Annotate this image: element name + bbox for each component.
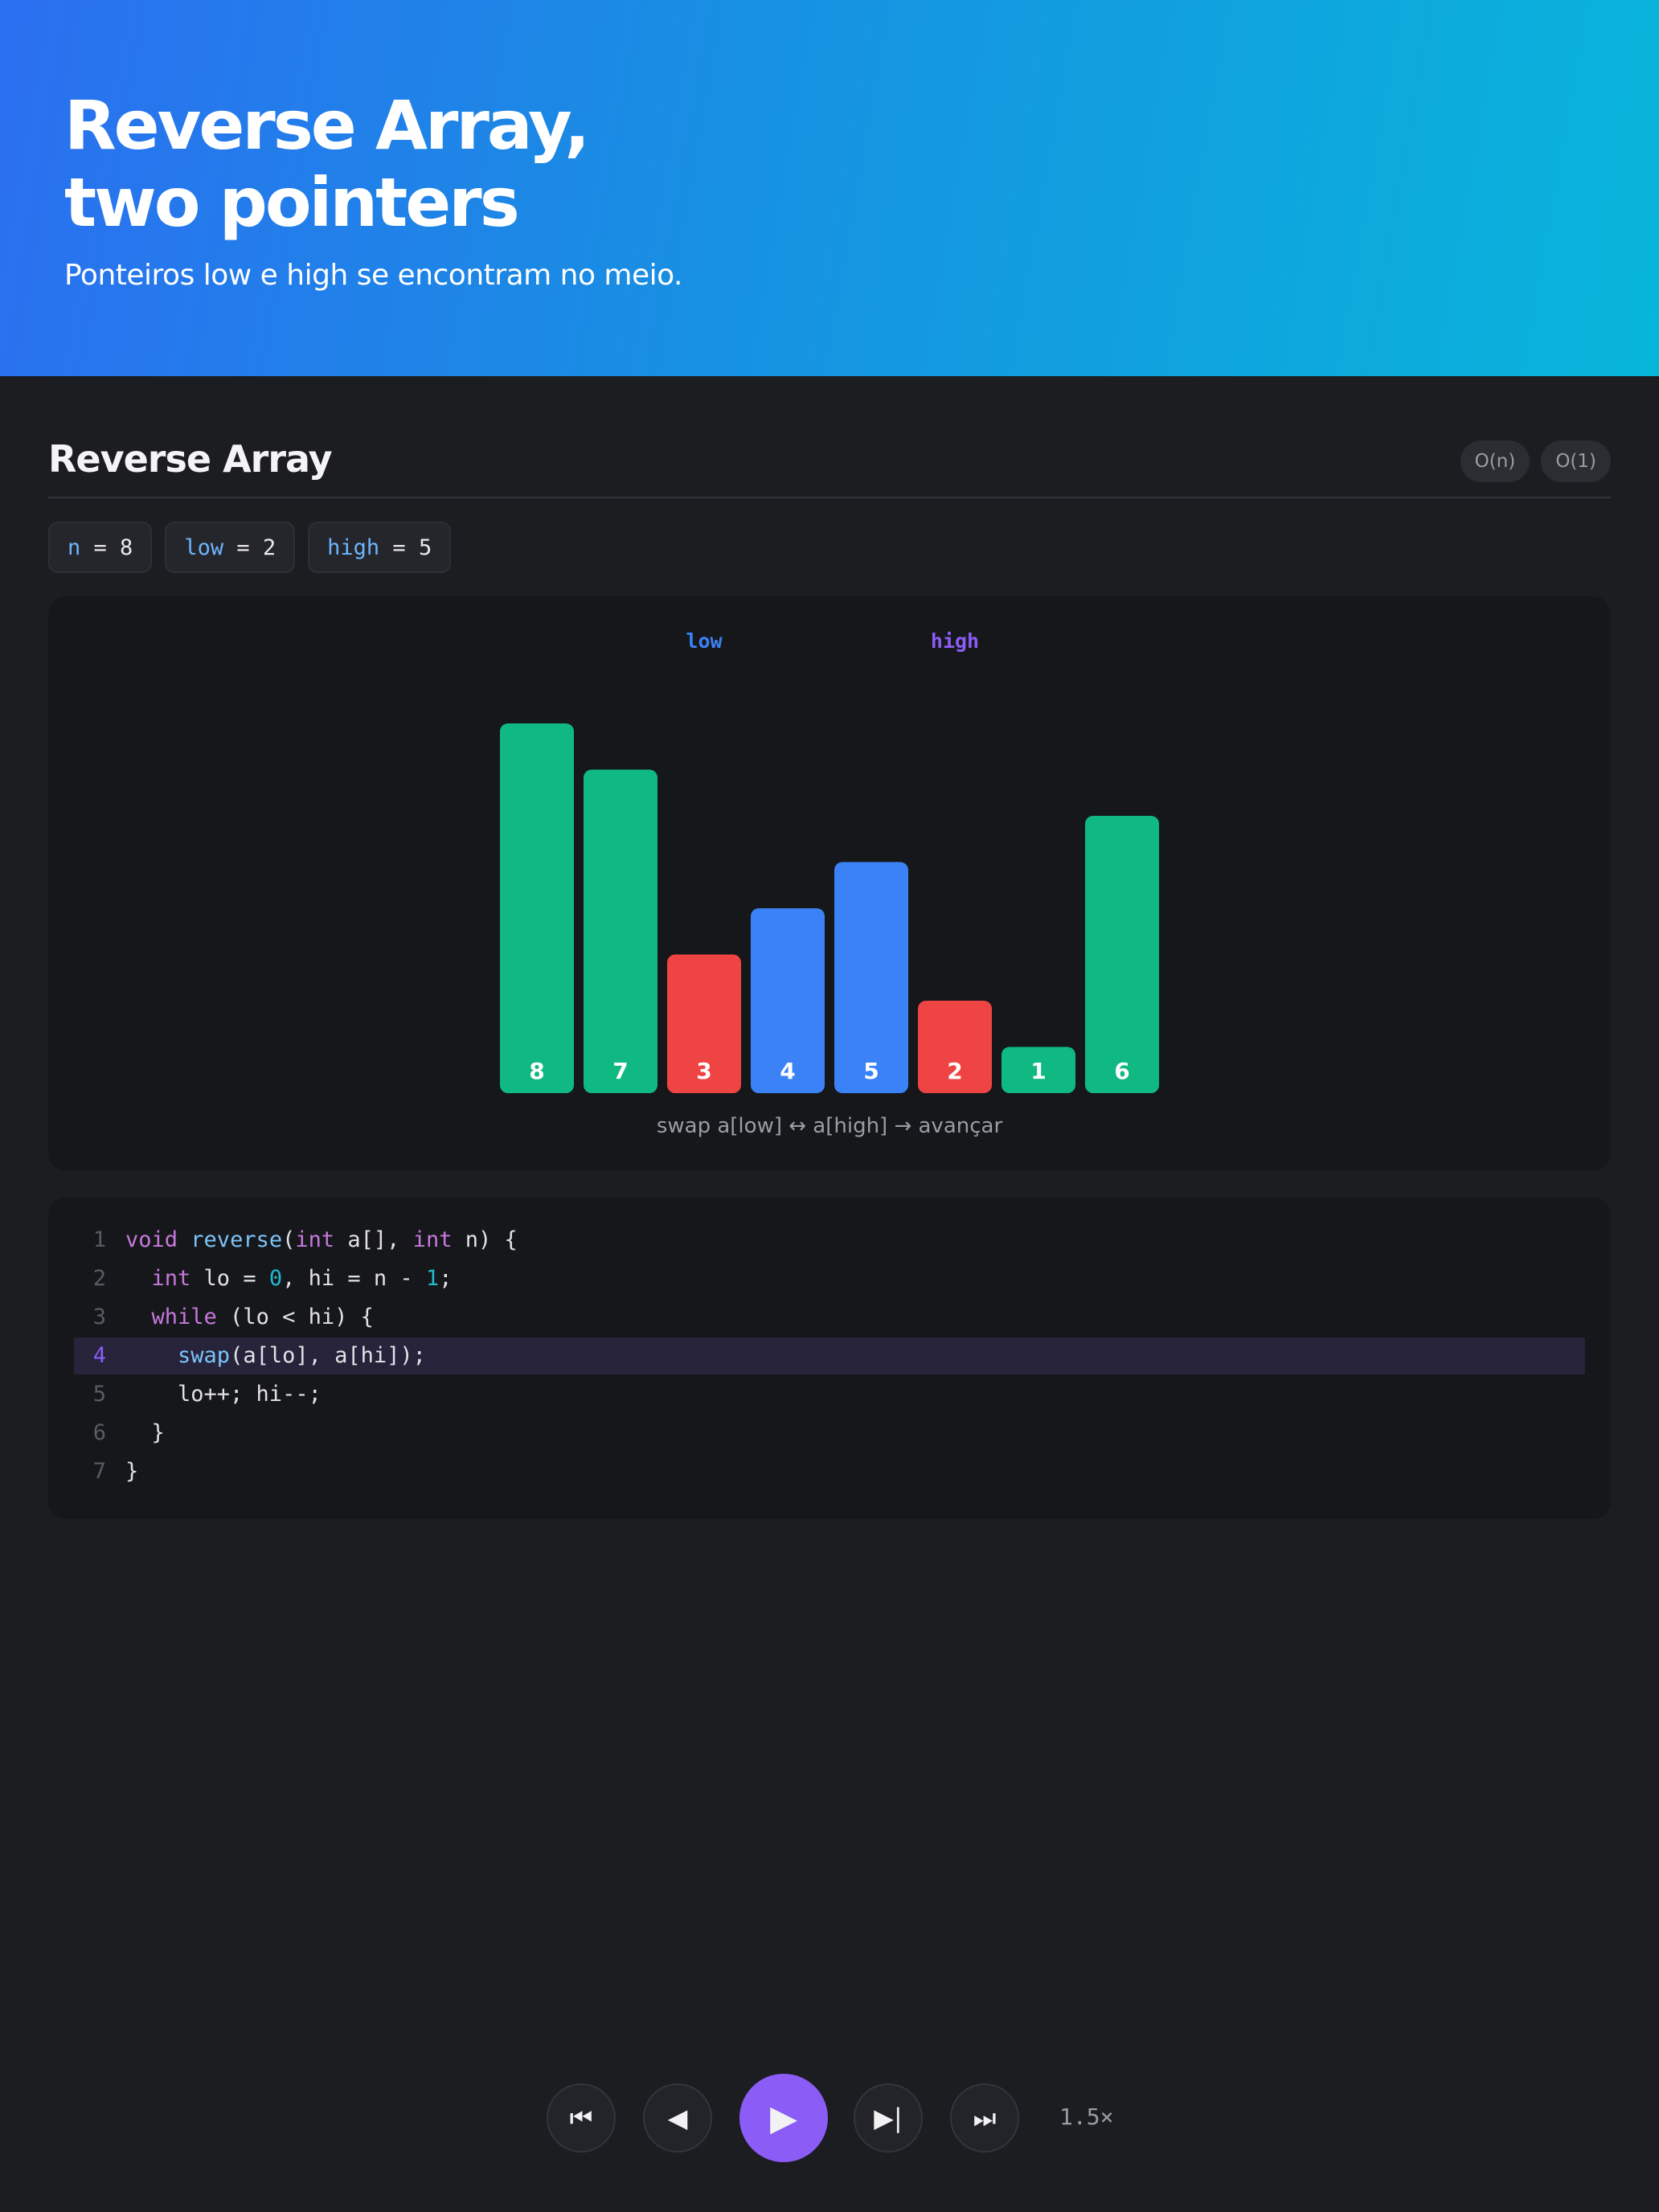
play-icon: ▶ — [770, 2097, 797, 2139]
next-step-icon: ▶| — [874, 2103, 903, 2133]
hero-title-line-2: two pointers — [64, 163, 520, 242]
var-value: 2 — [262, 535, 276, 560]
next-step-button[interactable]: ▶| — [854, 2083, 923, 2153]
complexity-badges: O(n) O(1) — [1460, 440, 1611, 482]
var-value: 5 — [418, 535, 432, 560]
array-bar — [667, 954, 741, 1093]
code-token: swap — [178, 1343, 231, 1368]
var-chip-low: low = 2 — [165, 522, 296, 573]
first-step-button[interactable]: ⏮ — [547, 2083, 616, 2153]
code-token — [125, 1343, 178, 1368]
step-caption: swap a[low] ↔ a[high] → avançar — [656, 1114, 1003, 1138]
code-line: 6 } — [74, 1415, 1585, 1452]
bar-chart: 8 7 3 4 5 2 1 6 low high — [500, 629, 1159, 1093]
code-token: n) { — [452, 1227, 518, 1252]
array-visualization: 8 7 3 4 5 2 1 6 low high swap a[low] ↔ a[high] → … — [48, 596, 1611, 1170]
var-chip-n: n = 8 — [48, 522, 153, 573]
first-step-icon: ⏮ — [569, 2102, 593, 2133]
array-bar — [751, 908, 825, 1093]
code-token: ( — [282, 1227, 296, 1252]
code-token: ; — [439, 1266, 453, 1291]
variable-chips: n = 8 low = 2 high = 5 — [48, 522, 452, 573]
bar-value-label: 2 — [947, 1058, 962, 1084]
var-name: high — [327, 535, 380, 560]
bar-value-label: 8 — [529, 1058, 544, 1084]
array-bar — [1085, 816, 1159, 1093]
code-token: a[], — [334, 1227, 413, 1252]
array-bar — [1002, 1047, 1075, 1093]
prev-step-button[interactable]: ◀ — [643, 2083, 712, 2153]
code-token: 1 — [425, 1266, 440, 1291]
code-token: int — [151, 1266, 191, 1291]
code-token: lo++; hi--; — [125, 1382, 322, 1407]
line-number: 3 — [92, 1305, 106, 1329]
line-number: 2 — [92, 1266, 106, 1291]
pointer-label-high: high — [931, 629, 979, 653]
time-complexity-badge: O(n) — [1460, 440, 1530, 482]
code-token: (a[lo], a[hi]); — [230, 1343, 426, 1368]
array-bar — [584, 769, 657, 1093]
space-complexity-badge: O(1) — [1541, 440, 1611, 482]
code-token: , hi = n - — [282, 1266, 426, 1291]
code-token: while — [151, 1305, 217, 1329]
bar-value-label: 1 — [1030, 1058, 1046, 1084]
code-line: 7} — [74, 1453, 1585, 1490]
code-token: (lo < hi) { — [216, 1305, 374, 1329]
code-token: void — [125, 1227, 178, 1252]
code-line: 4 swap(a[lo], a[hi]); — [74, 1337, 1585, 1374]
bar-value-label: 6 — [1114, 1058, 1129, 1084]
array-bar — [500, 723, 574, 1093]
code-token: reverse — [190, 1227, 283, 1252]
array-bar — [918, 1001, 992, 1093]
pointer-label-low: low — [686, 629, 723, 653]
code-line: 1 void reverse(int a[], int n) { — [74, 1222, 1585, 1259]
code-token — [125, 1305, 152, 1329]
speed-indicator[interactable]: 1.5× — [1059, 2103, 1114, 2130]
line-number: 6 — [92, 1420, 106, 1445]
last-step-icon: ⏭ — [973, 2102, 997, 2133]
bar-value-label: 3 — [696, 1058, 711, 1084]
hero-title-line-1: Reverse Array, — [64, 86, 590, 165]
code-line: 2 int lo = 0, hi = n - 1; — [74, 1260, 1585, 1297]
code-token — [125, 1266, 152, 1291]
playback-controls: 1.5× ⏮ ◀ ▶ ▶| ⏭ — [0, 2074, 1659, 2162]
hero-title: Reverse Array, two pointers — [64, 86, 590, 242]
code-token: } — [125, 1459, 139, 1484]
hero-banner: Reverse Array, two pointers Ponteiros lo… — [0, 0, 1659, 376]
code-line: 5 lo++; hi--; — [74, 1376, 1585, 1413]
last-step-button[interactable]: ⏭ — [950, 2083, 1019, 2153]
var-value: 8 — [120, 535, 133, 560]
var-name: low — [184, 535, 224, 560]
section-divider — [48, 497, 1611, 498]
code-token: } — [125, 1420, 165, 1445]
line-number: 5 — [92, 1382, 106, 1407]
code-token: 0 — [268, 1266, 283, 1291]
line-number: 1 — [92, 1227, 106, 1252]
code-panel: 1 void reverse(int a[], int n) {2 int lo … — [48, 1198, 1611, 1519]
code-token: lo = — [190, 1266, 269, 1291]
section-title: Reverse Array — [48, 437, 333, 481]
code-token: int — [295, 1227, 335, 1252]
line-number: 7 — [92, 1459, 106, 1484]
var-name: n — [68, 535, 81, 560]
prev-step-icon: ◀ — [667, 2103, 688, 2133]
code-token: int — [412, 1227, 453, 1252]
var-chip-high: high = 5 — [308, 522, 452, 573]
code-line: 3 while (lo < hi) { — [74, 1299, 1585, 1336]
line-number: 4 — [92, 1343, 106, 1368]
play-button[interactable]: ▶ — [739, 2074, 828, 2162]
bar-value-label: 4 — [780, 1058, 795, 1084]
bar-value-label: 7 — [612, 1058, 628, 1084]
hero-subtitle: Ponteiros low e high se encontram no mei… — [64, 259, 682, 292]
bar-value-label: 5 — [863, 1058, 879, 1084]
code-token — [178, 1227, 190, 1252]
array-bar — [834, 862, 908, 1093]
